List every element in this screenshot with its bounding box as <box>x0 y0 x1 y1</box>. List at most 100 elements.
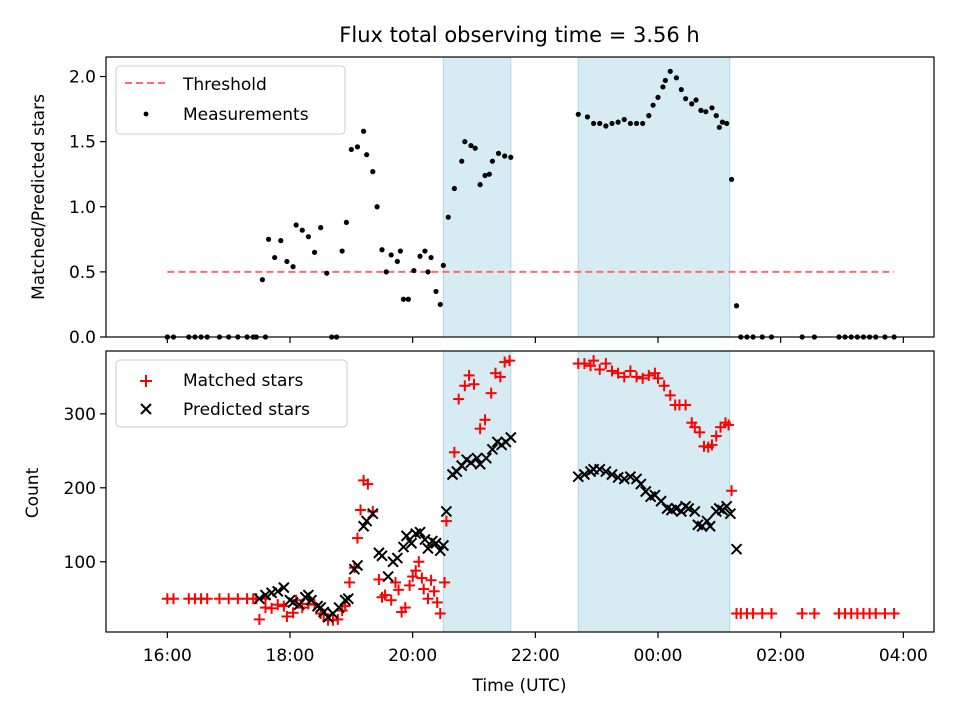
predicted-star-point-1 <box>259 589 272 601</box>
predicted-star-point-85 <box>724 507 737 520</box>
matched-star-point-52 <box>422 593 434 605</box>
predicted-star-point-33 <box>414 526 426 538</box>
matched-star-point-58 <box>440 515 452 527</box>
matched-star-point-64 <box>474 423 486 435</box>
predicted-star-point-53 <box>505 431 517 444</box>
predicted-star-d2 <box>253 593 266 605</box>
predicted-star-point-59 <box>600 465 612 478</box>
predicted-star-d2 <box>422 542 434 555</box>
matched-star-point-33 <box>351 532 363 544</box>
measurement-point-40 <box>400 296 407 302</box>
matched-star-point-97 <box>710 430 722 442</box>
measurement-point-20 <box>299 227 305 233</box>
matched-star-point-59 <box>448 446 460 458</box>
predicted-star-point-79 <box>701 515 713 527</box>
bottom-x-axis-label: Time (UTC) <box>472 676 567 696</box>
predicted-star-d2 <box>397 541 410 553</box>
predicted-star-point-18 <box>342 593 354 605</box>
matched-star-point-47 <box>407 571 419 583</box>
matched-star-point-60 <box>453 393 465 405</box>
measurement-point-70 <box>621 116 627 123</box>
top-legend-box <box>115 65 346 135</box>
matched-star-point-116 <box>870 608 882 620</box>
measurement-point-63 <box>575 111 581 117</box>
measurement-point-76 <box>655 94 661 100</box>
matched-star-point-81 <box>631 371 643 383</box>
predicted-star-point-6 <box>287 596 299 609</box>
bottom-y-tick-label-2: 300 <box>64 405 96 425</box>
matched-star-point-50 <box>416 572 428 584</box>
measurement-point-81 <box>678 86 684 93</box>
predicted-star-d2 <box>471 452 483 464</box>
matched-star-point-69 <box>499 356 511 368</box>
predicted-star-d2 <box>302 589 315 601</box>
legend-measurements-label: Measurements <box>183 105 309 125</box>
measurement-point-69 <box>615 119 621 125</box>
measurement-point-37 <box>388 252 394 258</box>
measurement-point-30 <box>354 144 361 150</box>
measurement-point-13 <box>259 277 265 283</box>
predicted-star-d2 <box>720 500 733 512</box>
measurement-point-31 <box>361 128 367 134</box>
measurement-point-60 <box>495 150 502 156</box>
predicted-star-point-75 <box>682 502 695 515</box>
measurement-point-64 <box>584 114 591 120</box>
top-y-tick-label-3: 1.5 <box>69 133 96 153</box>
measurement-point-53 <box>462 139 468 145</box>
bottom-x-axis: 16:00 18:00 20:00 22:00 00:00 02:00 04:00 <box>143 632 928 666</box>
bottom-x-tick-label-2: 20:00 <box>388 646 437 666</box>
predicted-star-d2 <box>391 552 404 564</box>
predicted-star-d2 <box>437 539 450 552</box>
matched-star-point-56 <box>434 608 446 620</box>
predicted-star-d2 <box>434 544 446 557</box>
matched-star-point-5 <box>201 593 213 605</box>
measurement-point-68 <box>609 120 615 127</box>
matched-star-point-38 <box>373 573 385 585</box>
predicted-star-d2 <box>426 535 439 547</box>
legend-matched-label: Matched stars <box>183 371 303 391</box>
predicted-star-point-38 <box>434 544 446 557</box>
predicted-star-point-45 <box>465 456 477 469</box>
bottom-x-tick-label-3: 22:00 <box>511 646 560 666</box>
measurement-point-59 <box>489 158 495 164</box>
measurement-point-88 <box>713 113 719 119</box>
predicted-star-point-65 <box>635 478 647 490</box>
legend-threshold-label: Threshold <box>182 75 267 95</box>
measurement-point-87 <box>709 105 715 111</box>
predicted-star-d2 <box>730 543 743 555</box>
matched-star-point-55 <box>431 596 443 608</box>
matched-star-point-19 <box>287 607 299 619</box>
bottom-x-tick-label-6: 04:00 <box>879 646 928 666</box>
measurement-point-29 <box>348 146 354 153</box>
measurement-point-17 <box>284 258 290 265</box>
matched-star-point-8 <box>232 593 244 605</box>
matched-star-point-48 <box>410 565 422 577</box>
matched-star-point-78 <box>612 367 624 379</box>
measurement-point-80 <box>673 75 680 81</box>
bottom-observing-windows <box>442 350 731 633</box>
legend-predicted-swatch <box>140 403 152 415</box>
measurement-point-74 <box>646 113 652 119</box>
matched-star-point-28 <box>332 613 344 625</box>
predicted-star-d2 <box>351 559 364 572</box>
predicted-star-point-30 <box>400 530 413 542</box>
measurement-point-82 <box>683 96 689 102</box>
predicted-star-d2 <box>670 502 683 515</box>
predicted-star-point-23 <box>367 507 379 520</box>
matched-star-point-92 <box>689 421 701 433</box>
matched-star-point-82 <box>637 372 649 384</box>
predicted-star-d2 <box>414 526 426 538</box>
matched-star-point-61 <box>459 380 471 392</box>
predicted-star-d2 <box>713 502 726 515</box>
measurement-point-83 <box>689 101 695 107</box>
matched-star-point-51 <box>418 583 430 595</box>
measurement-point-14 <box>265 236 272 242</box>
bottom-x-tick-label-4: 00:00 <box>634 646 683 666</box>
measurement-point-73 <box>640 120 646 127</box>
predicted-star-point-40 <box>440 505 453 518</box>
predicted-star-d2 <box>272 585 284 598</box>
top-y-axis: 0.0 0.5 1.0 1.5 2.0 <box>69 68 106 348</box>
matched-star-point-105 <box>747 608 759 620</box>
measurement-point-91 <box>724 120 730 127</box>
measurement-point-54 <box>468 142 474 149</box>
